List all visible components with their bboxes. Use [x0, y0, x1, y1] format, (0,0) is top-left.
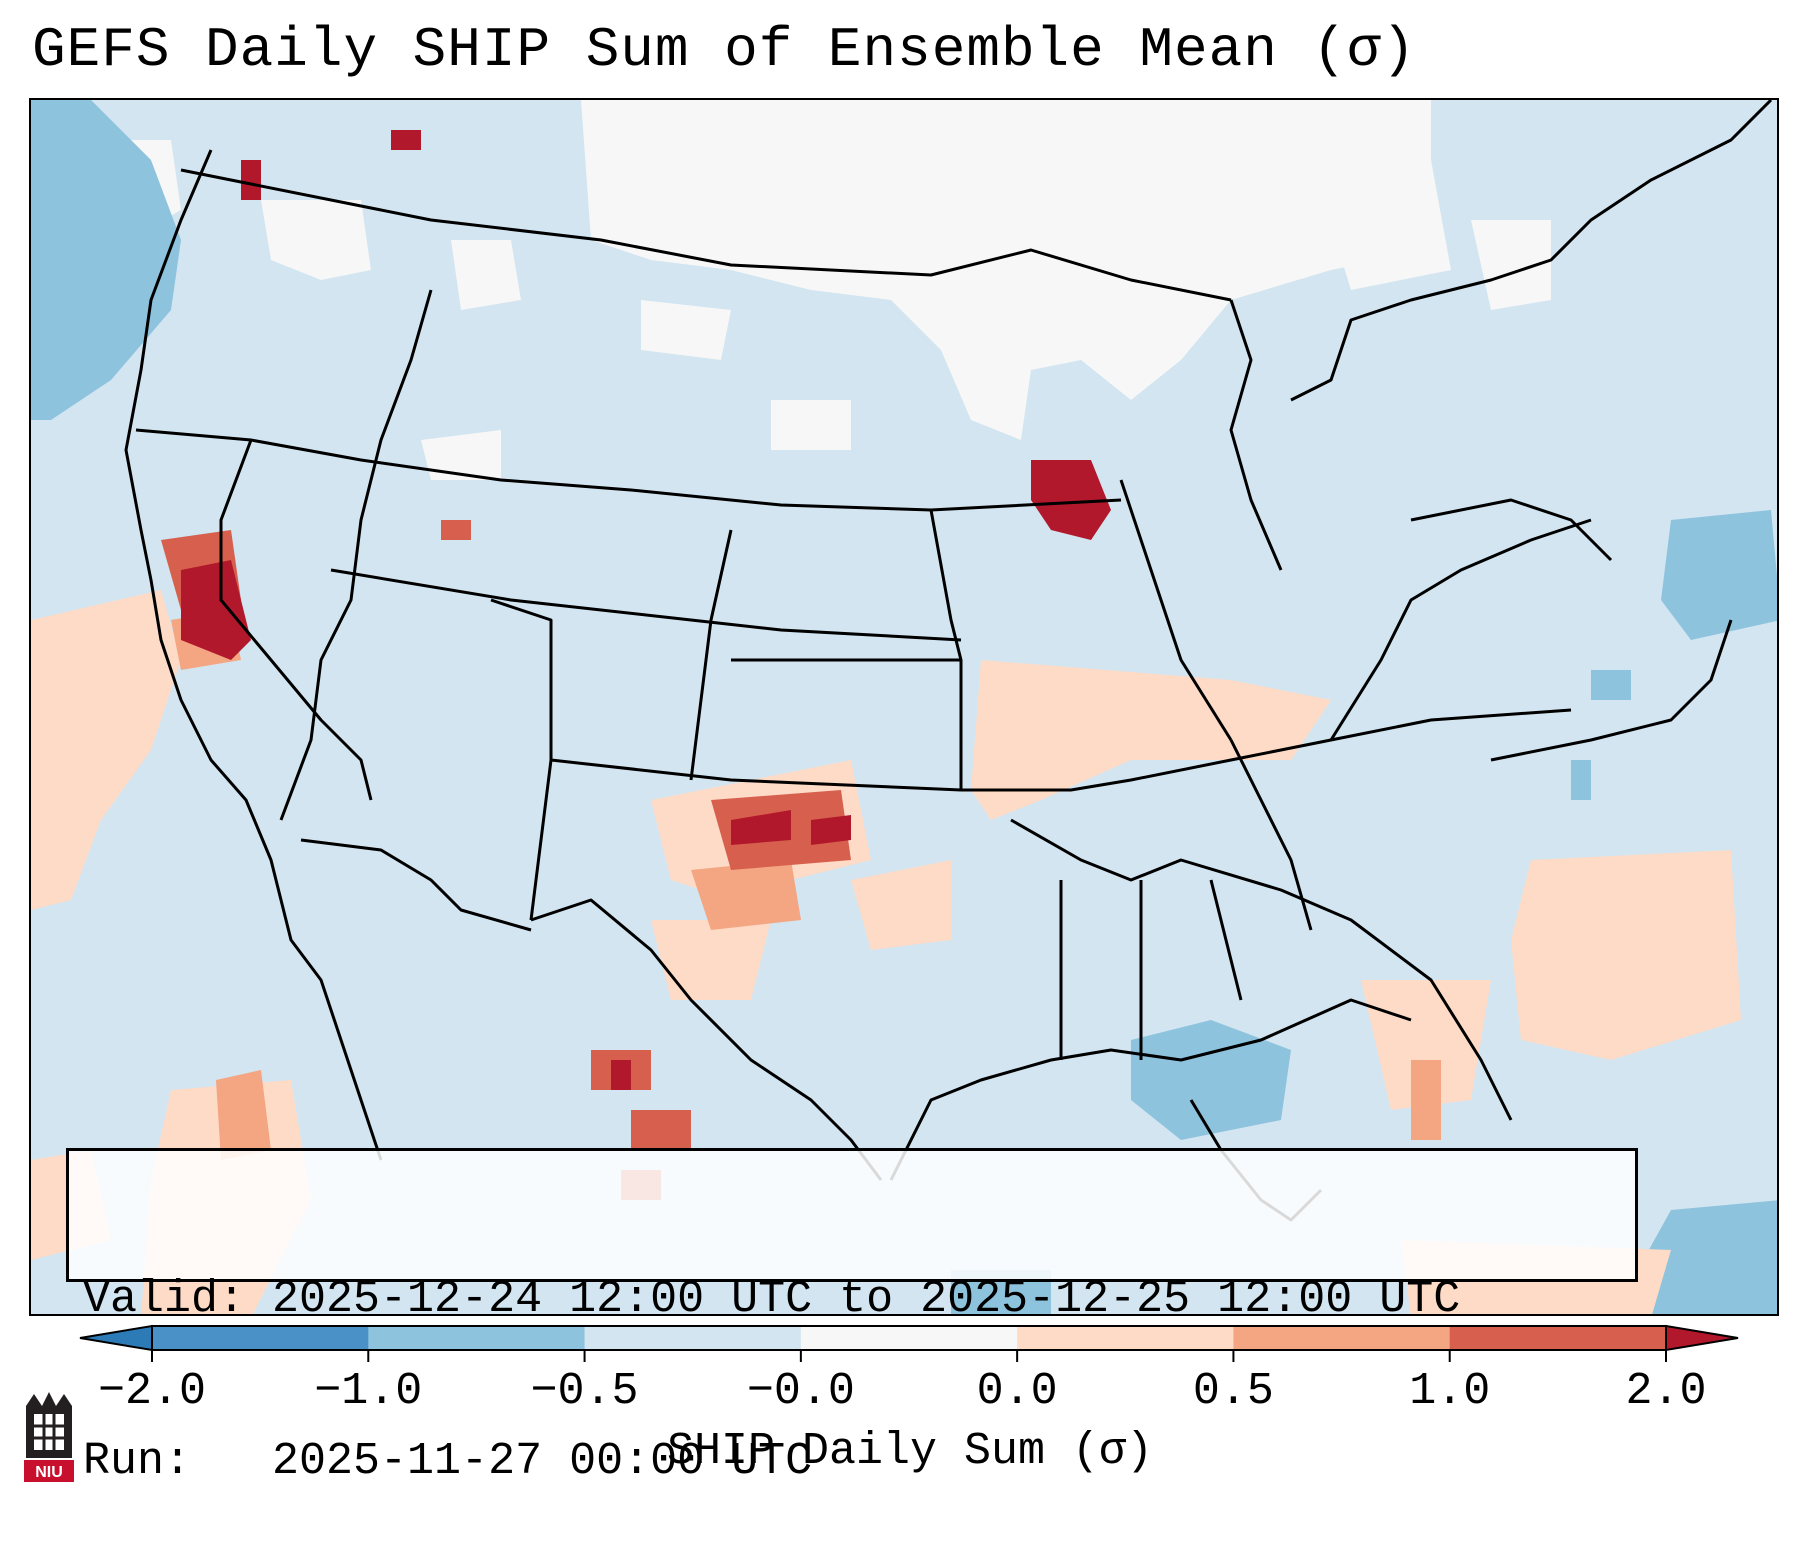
negative-regions	[31, 100, 1777, 1314]
colorbar-tick-label: 1.0	[1409, 1366, 1491, 1417]
colorbar-tick-label: −0.5	[530, 1366, 639, 1417]
coastlines-and-borders	[124, 100, 1773, 1222]
info-box: Valid: 2025-12-24 12:00 UTC to 2025-12-2…	[66, 1148, 1638, 1487]
niu-logo: NIU	[24, 1392, 74, 1482]
colorbar-segment	[152, 1326, 369, 1350]
colorbar-label: SHIP Daily Sum (σ)	[666, 1426, 1154, 1477]
svg-text:NIU: NIU	[35, 1464, 63, 1481]
neutral-regions	[91, 100, 1551, 480]
very-strong-positive-regions	[181, 130, 1111, 1090]
colorbar-tick-label: 2.0	[1625, 1366, 1707, 1417]
colorbar-extend-high	[1665, 1324, 1739, 1352]
colorbar-segment	[368, 1326, 586, 1350]
map-title: GEFS Daily SHIP Sum of Ensemble Mean (σ)	[32, 18, 1417, 82]
map-panel	[29, 98, 1779, 1316]
colorbar-tick-label: −1.0	[314, 1366, 423, 1417]
colorbar-segment	[584, 1326, 802, 1350]
colorbar-tick-label: 0.0	[976, 1366, 1058, 1417]
colorbar	[79, 1324, 1739, 1362]
valid-time-text: Valid: 2025-12-24 12:00 UTC to 2025-12-2…	[83, 1274, 1461, 1325]
colorbar-segment	[1233, 1326, 1451, 1350]
colorbar-outline	[151, 1325, 1667, 1351]
map-canvas	[31, 100, 1777, 1314]
colorbar-tick-label: 0.5	[1192, 1366, 1274, 1417]
colorbar-segment	[1449, 1326, 1667, 1350]
colorbar-segment	[1017, 1326, 1234, 1350]
colorbar-tick-label: −2.0	[97, 1366, 207, 1417]
colorbar-tick-label: −0.0	[746, 1366, 855, 1417]
colorbar-segment	[800, 1326, 1018, 1350]
colorbar-extend-low	[79, 1324, 153, 1352]
run-time-text: Run: 2025-11-27 00:00 UTC	[83, 1436, 813, 1487]
